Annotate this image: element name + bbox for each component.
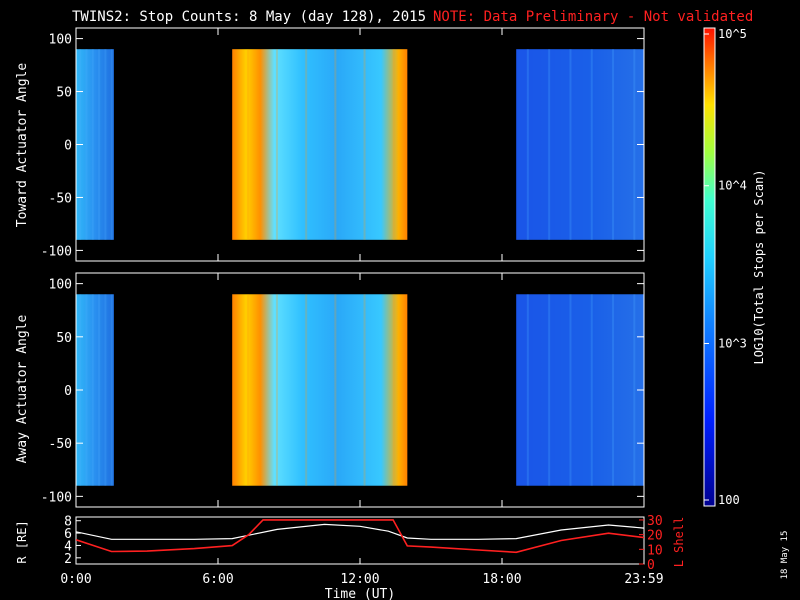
- orbit-right-tick-label: 0: [647, 558, 655, 573]
- toward-ylabel: Toward Actuator Angle: [15, 63, 30, 228]
- y-tick-label: -100: [41, 490, 72, 505]
- heatmap-stripe: [363, 49, 366, 240]
- orbit-right-tick-label: 20: [647, 529, 663, 544]
- heatmap-stripe: [91, 49, 94, 240]
- radius-series-line: [76, 523, 644, 540]
- heatmap-stripe: [246, 49, 249, 240]
- heatmap-stripe: [110, 294, 113, 486]
- colorbar-tick-label: 10^5: [718, 27, 747, 41]
- heatmap-stripe: [91, 294, 94, 486]
- colorbar-ticks: 10^5 10^4 10^3 100: [704, 27, 747, 507]
- heatmap-stripe: [246, 294, 249, 486]
- orbit-right-tick-label: 30: [647, 514, 663, 529]
- heatmap-stripe: [548, 294, 551, 486]
- heatmap-stripe: [275, 49, 278, 240]
- heatmap-stripe: [334, 294, 337, 486]
- colorbar-tick-label: 100: [718, 493, 740, 507]
- y-tick-label: -50: [49, 437, 72, 452]
- orbit-ylabel: R [RE]: [15, 520, 29, 563]
- y-tick-label: -50: [49, 191, 72, 206]
- heatmap-stripe: [569, 49, 572, 240]
- orbit-right-tick-label: 10: [647, 543, 663, 558]
- y-tick-label: 100: [49, 278, 72, 293]
- colorbar-tick-label: 10^4: [718, 179, 747, 193]
- x-tick-label: 6:00: [202, 572, 233, 587]
- heatmap-stripe: [612, 294, 615, 486]
- y-tick-label: 50: [56, 331, 72, 346]
- away-angle-panel: 100 50 0 -50 -100: [41, 272, 645, 508]
- date-stamp: 18 May 15: [780, 531, 790, 580]
- orbit-left-tick-label: 4: [64, 539, 72, 554]
- orbit-left-tick-label: 2: [64, 552, 72, 567]
- y-tick-label: 100: [49, 33, 72, 48]
- heatmap-stripe: [104, 49, 107, 240]
- heatmap-stripe: [305, 49, 308, 240]
- heatmap-band-2: [232, 49, 408, 240]
- away-ylabel: Away Actuator Angle: [15, 314, 30, 463]
- heatmap-stripe: [104, 294, 107, 486]
- heatmap-stripe: [98, 294, 101, 486]
- heatmap-stripe: [305, 294, 308, 486]
- toward-angle-panel: 100 50 0 -50 -100: [41, 27, 645, 262]
- x-tick-label: 12:00: [340, 572, 379, 587]
- heatmap-stripe: [85, 49, 88, 240]
- heatmap-band-4: [516, 49, 644, 240]
- heatmap-stripe: [98, 49, 101, 240]
- heatmap-stripe: [275, 294, 278, 486]
- lshell-series-line: [76, 519, 644, 554]
- heatmap-stripe: [363, 294, 366, 486]
- y-tick-label: 0: [64, 384, 72, 399]
- heatmap-stripe: [569, 294, 572, 486]
- orbit-left-tick-label: 6: [64, 527, 72, 542]
- preliminary-note: NOTE: Data Preliminary - Not validated: [433, 9, 753, 25]
- heatmap-stripe: [590, 294, 593, 486]
- colorbar-tick-label: 10^3: [718, 336, 747, 350]
- heatmap-band-4: [516, 294, 644, 486]
- heatmap-stripe: [392, 49, 395, 240]
- heatmap-stripe: [526, 294, 529, 486]
- colorbar: [703, 27, 716, 507]
- heatmap-band-2: [232, 294, 408, 486]
- time-xlabel: Time (UT): [325, 587, 395, 600]
- lshell-ylabel: L Shell: [672, 517, 686, 568]
- heatmap-stripe: [334, 49, 337, 240]
- heatmap-stripe: [110, 49, 113, 240]
- colorbar-label: LOG10(Total Stops per Scan): [752, 169, 766, 364]
- heatmap-stripe: [633, 294, 636, 486]
- heatmap-stripe: [85, 294, 88, 486]
- heatmap-stripe: [633, 49, 636, 240]
- y-tick-label: 50: [56, 86, 72, 101]
- orbit-frame: [75, 516, 645, 565]
- x-tick-label: 18:00: [482, 572, 521, 587]
- heatmap-stripe: [548, 49, 551, 240]
- heatmap-stripe: [526, 49, 529, 240]
- x-tick-label: 0:00: [60, 572, 91, 587]
- heatmap-stripe: [590, 49, 593, 240]
- y-tick-label: -100: [41, 244, 72, 259]
- orbit-left-tick-label: 8: [64, 515, 72, 530]
- x-tick-label: 23:59: [624, 572, 663, 587]
- heatmap-stripe: [392, 294, 395, 486]
- plot-title: TWINS2: Stop Counts: 8 May (day 128), 20…: [72, 9, 426, 25]
- y-tick-label: 0: [64, 139, 72, 154]
- heatmap-stripe: [612, 49, 615, 240]
